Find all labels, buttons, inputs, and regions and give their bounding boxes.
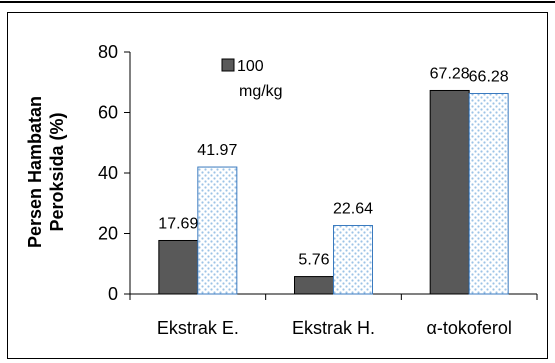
x-tick-label: Ekstrak E. — [157, 318, 239, 338]
y-tick-label: 60 — [98, 103, 118, 123]
legend-label-line-1: 100 — [237, 58, 264, 75]
y-tick-label: 40 — [98, 163, 118, 183]
chart-frame — [7, 12, 548, 359]
bar-series-2 — [333, 225, 373, 295]
y-tick-label: 80 — [98, 42, 118, 62]
legend-label-line-2: mg/kg — [239, 83, 283, 100]
bar-series-1 — [294, 276, 334, 295]
bar-series-1 — [429, 89, 470, 295]
plot-area: 0 20 40 60 80 Ekstrak E. 17.69 41.97 Ekstrak H. 5… — [98, 42, 538, 338]
y-tick-label: 20 — [98, 224, 118, 244]
y-axis-title-line-2: Peroksida (%) — [47, 112, 67, 231]
bar-series-2 — [197, 166, 238, 295]
x-tick-label: α-tokoferol — [426, 318, 511, 338]
data-label-series-1: 17.69 — [158, 215, 198, 232]
y-tick-label: 0 — [108, 284, 118, 304]
data-label-series-1: 5.76 — [298, 252, 329, 269]
data-label-series-2: 22.64 — [333, 201, 373, 218]
bar-series-1 — [158, 239, 199, 295]
data-label-series-2: 66.28 — [469, 69, 509, 86]
legend-swatch — [221, 58, 235, 72]
bar-series-2 — [468, 93, 509, 295]
data-label-series-2: 41.97 — [197, 142, 237, 159]
x-tick-label: Ekstrak H. — [292, 318, 375, 338]
y-axis-title-line-1: Persen Hambatan — [25, 96, 45, 248]
data-label-series-1: 67.28 — [430, 65, 470, 82]
